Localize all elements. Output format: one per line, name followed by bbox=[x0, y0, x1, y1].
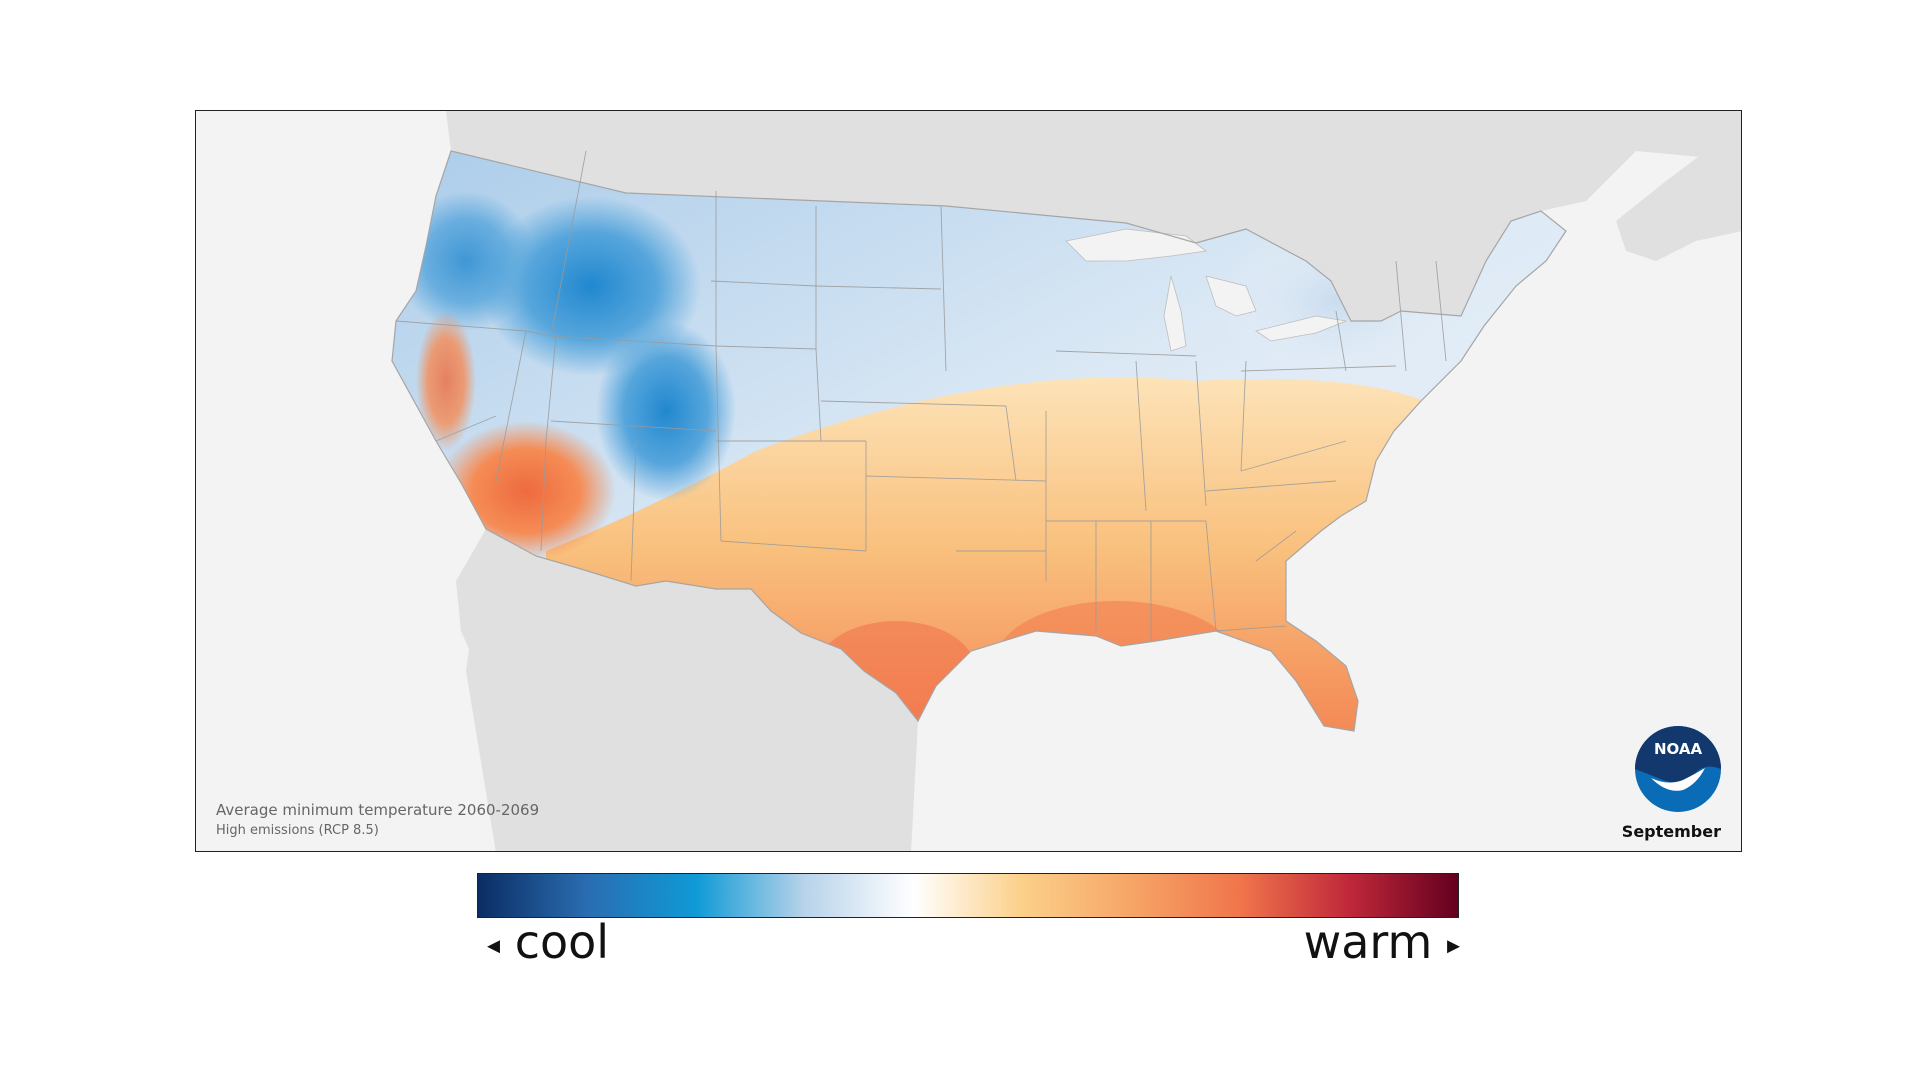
map-caption-title: Average minimum temperature 2060-2069 bbox=[216, 801, 540, 819]
legend-warm: warm ▸ bbox=[1304, 912, 1460, 976]
us-outline bbox=[391, 150, 1567, 732]
temperature-map bbox=[391, 111, 1741, 851]
legend-cool-label: cool bbox=[514, 915, 610, 969]
map-panel: Average minimum temperature 2060-2069 Hi… bbox=[195, 110, 1742, 852]
legend-cool: ◂ cool bbox=[487, 912, 609, 976]
color-scale-bar bbox=[477, 873, 1459, 918]
legend-warm-label: warm bbox=[1303, 915, 1433, 969]
maritime-landmass bbox=[1616, 141, 1741, 261]
baja-peninsula bbox=[456, 529, 541, 771]
right-arrow-icon: ▸ bbox=[1446, 930, 1460, 961]
noaa-logo-text: NOAA bbox=[1654, 740, 1703, 758]
left-arrow-icon: ◂ bbox=[487, 930, 501, 961]
state-borders bbox=[395, 150, 1447, 641]
canada-landmass bbox=[446, 111, 1741, 321]
noaa-logo: NOAA bbox=[1635, 726, 1721, 812]
month-label: September bbox=[1621, 822, 1721, 841]
map-caption-subtitle: High emissions (RCP 8.5) bbox=[216, 823, 379, 838]
great-lakes bbox=[1065, 228, 1348, 352]
mexico-landmass bbox=[466, 529, 918, 851]
